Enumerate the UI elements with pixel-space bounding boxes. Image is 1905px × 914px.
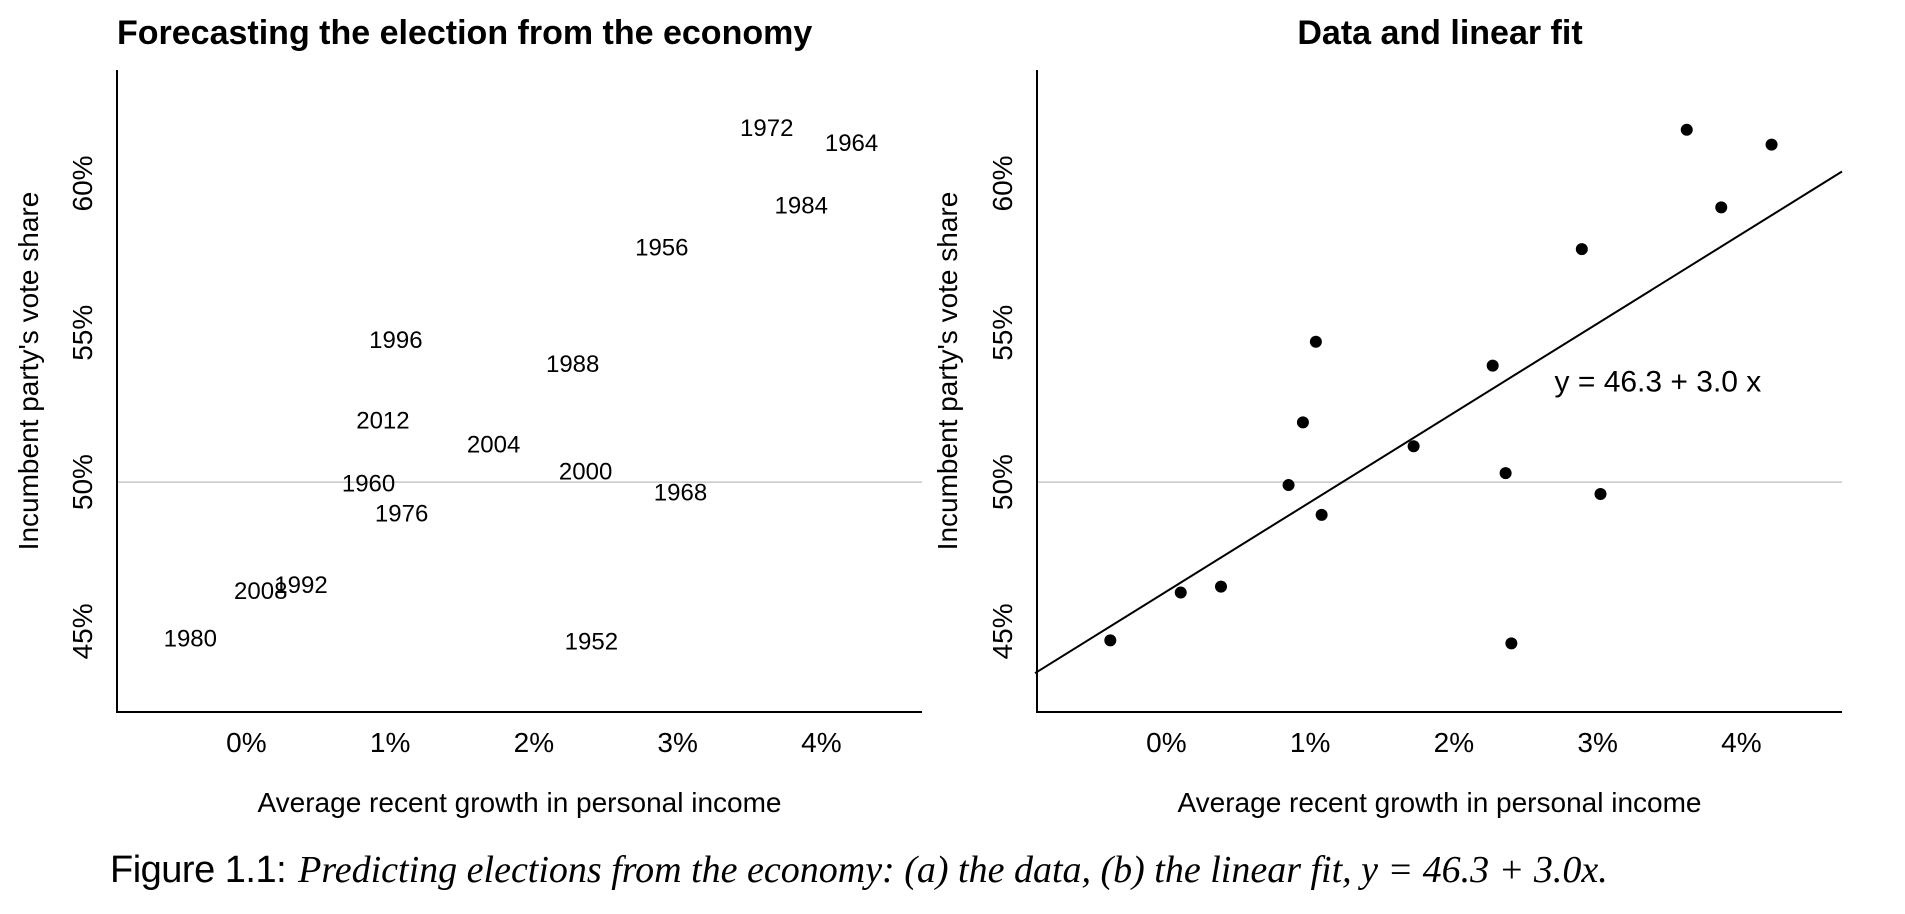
data-point xyxy=(1309,335,1322,348)
chart-title: Data and linear fit xyxy=(1297,14,1582,52)
x-tick-label: 2% xyxy=(514,727,554,758)
fit-line xyxy=(1034,170,1843,675)
y-tick-label: 55% xyxy=(67,305,98,361)
y-tick-label: 55% xyxy=(987,305,1018,361)
panel-b: Data and linear fit 0% 1% 2% 3% 4% 45% 50% 55% 60… xyxy=(932,14,1843,818)
y-tick-label: 45% xyxy=(67,603,98,659)
point-label-1968: 1968 xyxy=(654,479,707,506)
caption-text: Predicting elections from the economy: (… xyxy=(298,849,1608,891)
data-point xyxy=(1486,359,1499,372)
data-point xyxy=(1715,201,1728,214)
y-axis-label: Incumbent party's vote share xyxy=(932,192,963,551)
point-label-1972: 1972 xyxy=(740,115,793,142)
x-axis-label: Average recent growth in personal income xyxy=(1177,787,1701,818)
point-label-1964: 1964 xyxy=(825,130,878,157)
point-label-1984: 1984 xyxy=(775,193,828,220)
caption-label: Figure 1.1: xyxy=(110,849,287,891)
point-label-1992: 1992 xyxy=(274,572,327,599)
data-point xyxy=(1104,634,1117,647)
point-label-1996: 1996 xyxy=(369,327,422,354)
y-tick-label: 45% xyxy=(987,603,1018,659)
x-tick-label: 3% xyxy=(1577,727,1617,758)
x-tick-label: 3% xyxy=(657,727,697,758)
data-point xyxy=(1765,138,1778,151)
data-point xyxy=(1594,488,1607,501)
figure-caption: Figure 1.1: Predicting elections from the… xyxy=(110,848,1890,892)
x-tick-label: 1% xyxy=(1290,727,1330,758)
y-tick-label: 50% xyxy=(987,454,1018,510)
point-label-2012: 2012 xyxy=(356,408,409,435)
y-tick-label: 60% xyxy=(987,155,1018,211)
data-point xyxy=(1505,637,1518,650)
fit-equation: y = 46.3 + 3.0 x xyxy=(1555,365,1762,398)
point-label-1980: 1980 xyxy=(164,626,217,653)
chart-title: Forecasting the election from the econom… xyxy=(117,14,812,52)
point-label-1952: 1952 xyxy=(565,629,618,656)
y-tick-label: 50% xyxy=(67,454,98,510)
data-point xyxy=(1215,580,1227,593)
point-label-2000: 2000 xyxy=(559,458,612,485)
x-axis-label: Average recent growth in personal income xyxy=(257,787,781,818)
x-tick-label: 4% xyxy=(801,727,841,758)
x-tick-label: 0% xyxy=(1146,727,1186,758)
axes xyxy=(116,70,922,713)
data-point xyxy=(1315,508,1328,521)
data-point xyxy=(1174,586,1187,599)
y-axis-label: Incumbent party's vote share xyxy=(13,192,44,551)
point-label-1988: 1988 xyxy=(546,351,599,378)
data-point xyxy=(1282,479,1295,492)
data-point xyxy=(1680,123,1693,136)
point-label-1956: 1956 xyxy=(635,235,688,262)
figure-panels: Forecasting the election from the econom… xyxy=(13,14,1843,818)
axes xyxy=(1036,70,1842,713)
data-point xyxy=(1296,416,1309,429)
point-label-1960: 1960 xyxy=(342,470,395,497)
point-label-2008: 2008 xyxy=(234,578,287,605)
x-tick-label: 1% xyxy=(370,727,410,758)
data-point xyxy=(1407,440,1420,453)
x-tick-label: 4% xyxy=(1721,727,1761,758)
y-tick-label: 60% xyxy=(67,155,98,211)
x-tick-label: 0% xyxy=(226,727,266,758)
point-label-2004: 2004 xyxy=(467,432,520,459)
point-label-1976: 1976 xyxy=(375,500,428,527)
x-tick-label: 2% xyxy=(1434,727,1474,758)
panel-a: Forecasting the election from the econom… xyxy=(13,14,922,818)
data-point xyxy=(1575,243,1588,256)
data-point xyxy=(1499,467,1512,480)
